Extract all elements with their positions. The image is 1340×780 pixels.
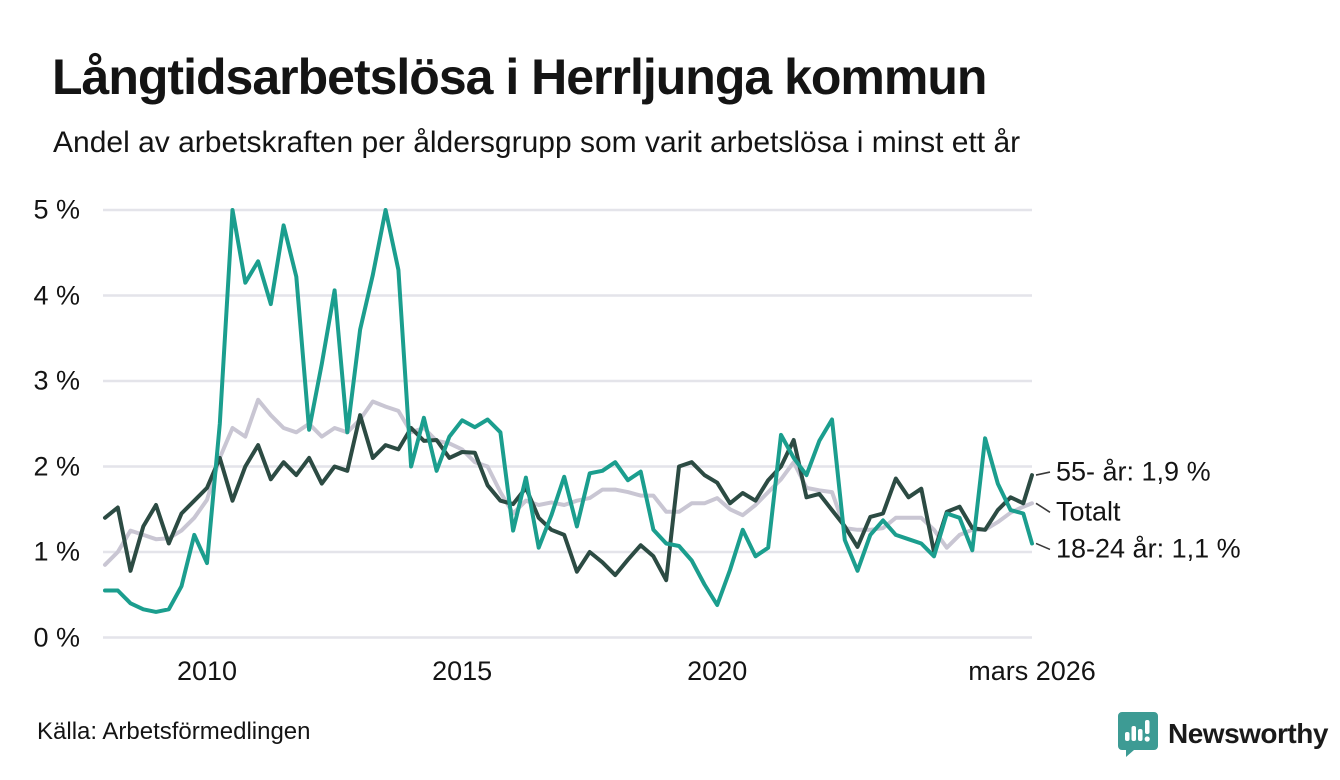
y-tick-label: 3 % [33, 365, 80, 396]
newsworthy-wordmark: Newsworthy [1168, 718, 1328, 749]
series-end-label-18-24-år: 18-24 år: 1,1 % [1056, 533, 1241, 564]
series-line-18-24-år [103, 208, 1034, 614]
y-tick-label: 0 % [33, 622, 80, 652]
chart-subtitle: Andel av arbetskraften per åldersgrupp s… [53, 126, 1021, 159]
y-tick-label: 1 % [33, 536, 80, 567]
y-tick-label: 2 % [33, 451, 80, 481]
series-end-label-55--år: 55- år: 1,9 % [1056, 456, 1211, 487]
label-connector [1035, 542, 1051, 551]
newsworthy-logo: Newsworthy [1116, 710, 1328, 758]
x-tick-label: mars 2026 [968, 656, 1096, 686]
y-tick-label: 4 % [33, 280, 80, 310]
x-tick-label: 2015 [432, 656, 493, 686]
label-connector [1035, 502, 1051, 513]
y-tick-label: 5 % [33, 194, 80, 225]
source-credit: Källa: Arbetsförmedlingen [37, 718, 311, 745]
x-tick-label: 2020 [687, 656, 748, 686]
series-line-55--år [103, 413, 1034, 583]
chart-title: Långtidsarbetslösa i Herrljunga kommun [52, 49, 987, 105]
label-connector [1035, 471, 1051, 476]
series-end-label-Totalt: Totalt [1056, 496, 1121, 527]
newsworthy-icon [1118, 712, 1158, 757]
x-tick-label: 2010 [176, 656, 238, 686]
